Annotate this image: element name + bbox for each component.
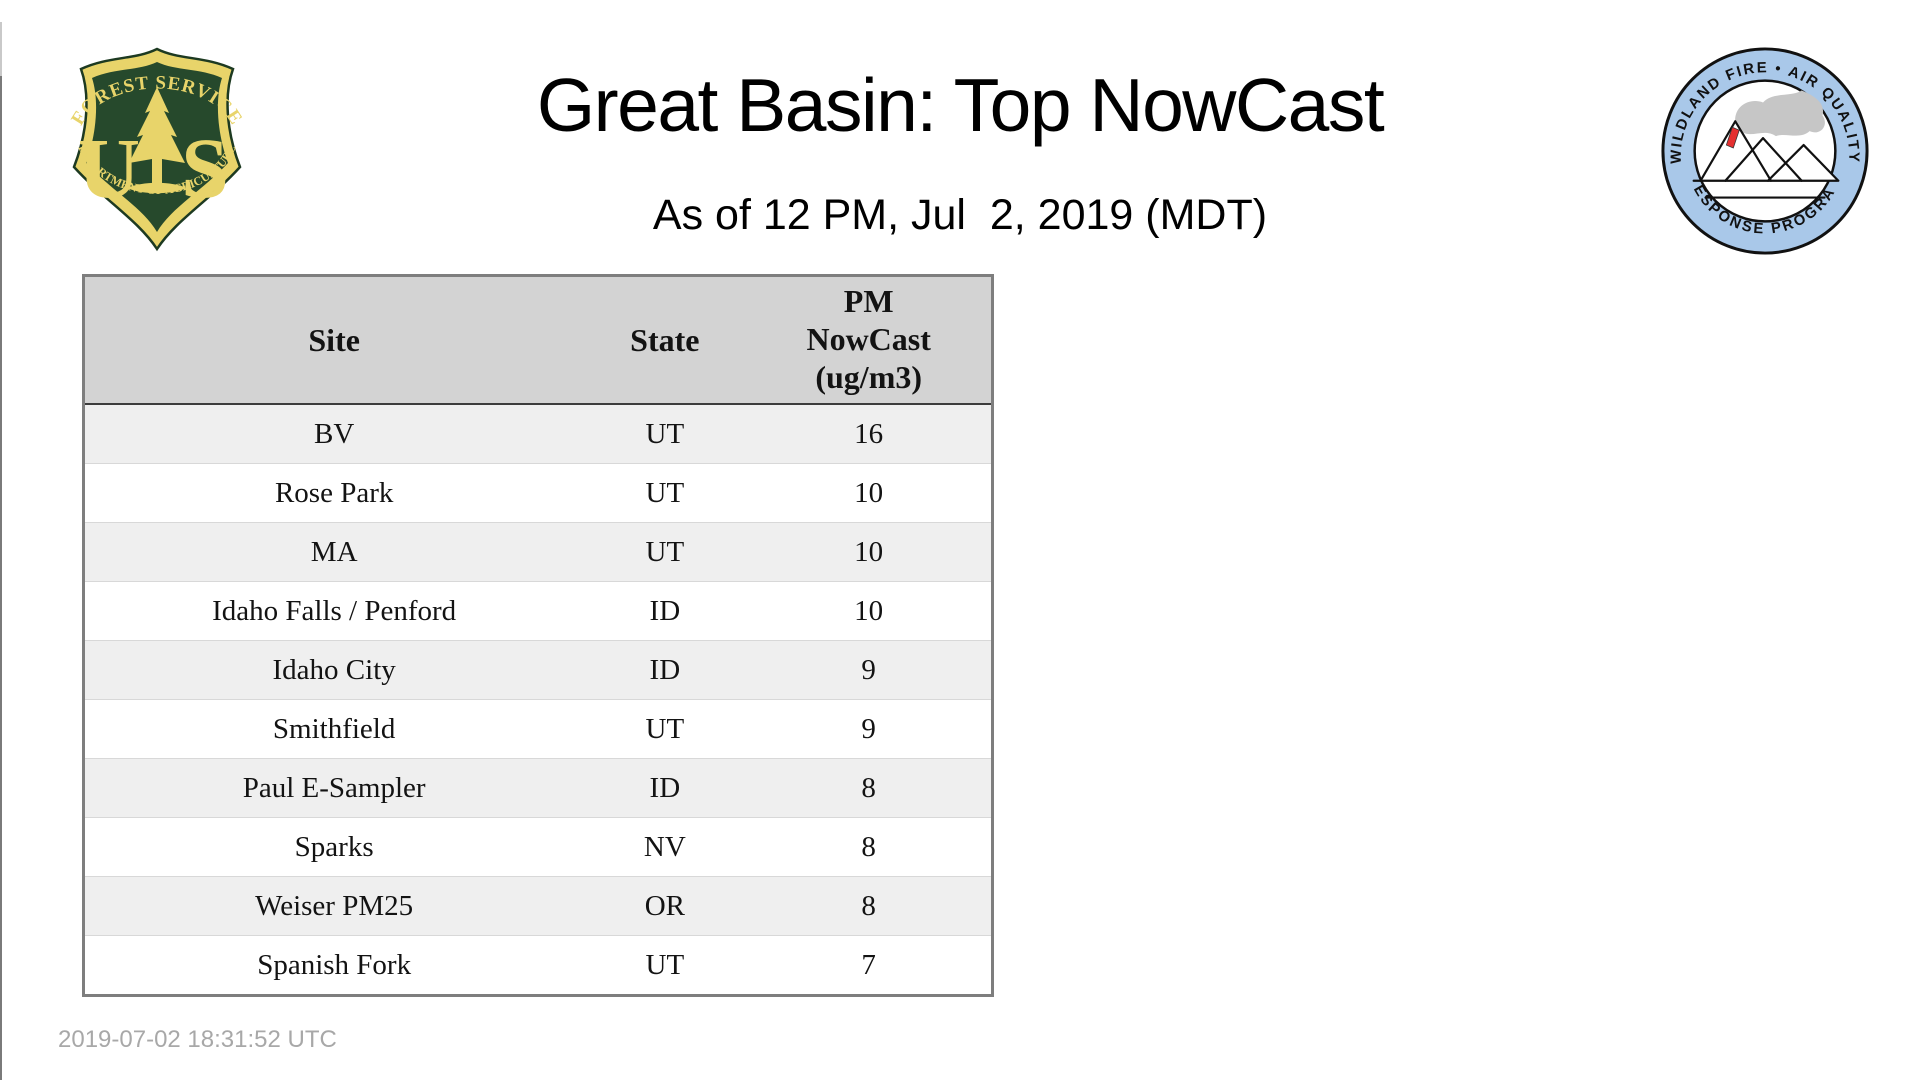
cell-pm-nowcast: 8 [861,771,876,804]
cell-pm-nowcast: 10 [854,476,884,509]
cell-state: ID [649,653,681,686]
cell-state: UT [645,948,685,981]
cell-state: UT [645,712,685,745]
table-row: Idaho Falls / Penford ID 10 [85,581,991,640]
table-body: BV UT 16 Rose Park UT 10 MA UT 10 Idaho … [85,405,991,994]
cell-pm-nowcast: 10 [854,535,884,568]
usfs-letter-s: S [181,120,229,216]
usfs-letter-u: U [78,120,140,216]
cell-pm-nowcast: 16 [854,417,884,450]
table-row: BV UT 16 [85,405,991,463]
window-edge-artifact [0,22,2,76]
mountains-icon [1692,120,1840,199]
timestamp-footer: 2019-07-02 18:31:52 UTC [58,1026,337,1053]
page-subtitle: As of 12 PM, Jul 2, 2019 (MDT) [652,191,1268,239]
cell-pm-nowcast: 10 [854,594,884,627]
smoke-plume-icon [1735,90,1825,137]
cell-site: Paul E-Sampler [242,771,426,804]
table-row: Sparks NV 8 [85,817,991,876]
cell-site: BV [314,417,355,450]
table-row: Spanish Fork UT 7 [85,935,991,994]
cell-state: UT [645,476,685,509]
pm-header-line1: PM [843,283,894,320]
cell-pm-nowcast: 9 [861,653,876,686]
flame-icon [1725,126,1740,149]
cell-site: Idaho City [272,653,396,686]
cell-site: Smithfield [272,712,396,745]
table-header-row: Site State PM NowCast (ug/m3) [85,277,991,405]
cell-pm-nowcast: 8 [861,830,876,863]
cell-site: MA [310,535,358,568]
cell-pm-nowcast: 8 [861,889,876,922]
cell-site: Spanish Fork [257,948,412,981]
column-header-site: Site [308,321,360,358]
pm-header-line3: (ug/m3) [815,358,922,395]
cell-state: NV [643,830,686,863]
table-row: MA UT 10 [85,522,991,581]
cell-state: UT [645,417,685,450]
cell-pm-nowcast: 9 [861,712,876,745]
table-row: Rose Park UT 10 [85,463,991,522]
pm-header-line2: NowCast [806,321,931,358]
page-title: Great Basin: Top NowCast [536,63,1385,147]
column-header-state: State [630,321,700,358]
cell-site: Rose Park [274,476,394,509]
cell-site: Idaho Falls / Penford [212,594,457,627]
cell-pm-nowcast: 7 [861,948,876,981]
window-edge-artifact [0,76,2,1080]
wildland-fire-air-quality-response-program-logo: WILDLAND FIRE • AIR QUALITY RESPONSE PRO… [1656,40,1869,255]
table-row: Weiser PM25 OR 8 [85,876,991,935]
cell-site: Weiser PM25 [255,889,414,922]
cell-state: ID [649,771,681,804]
nowcast-table: Site State PM NowCast (ug/m3) BV UT 16 R… [82,274,994,997]
table-row: Idaho City ID 9 [85,640,991,699]
cell-state: OR [644,889,685,922]
pine-tree-icon [127,87,187,194]
us-forest-service-logo: FOREST SERVICE DEPARTMENT OF AGRICULTURE… [67,47,246,252]
column-header-pm-nowcast: PM NowCast (ug/m3) [746,283,991,396]
cell-state: ID [649,594,681,627]
cell-site: Sparks [294,830,374,863]
cell-state: UT [645,535,685,568]
table-row: Smithfield UT 9 [85,699,991,758]
table-row: Paul E-Sampler ID 8 [85,758,991,817]
